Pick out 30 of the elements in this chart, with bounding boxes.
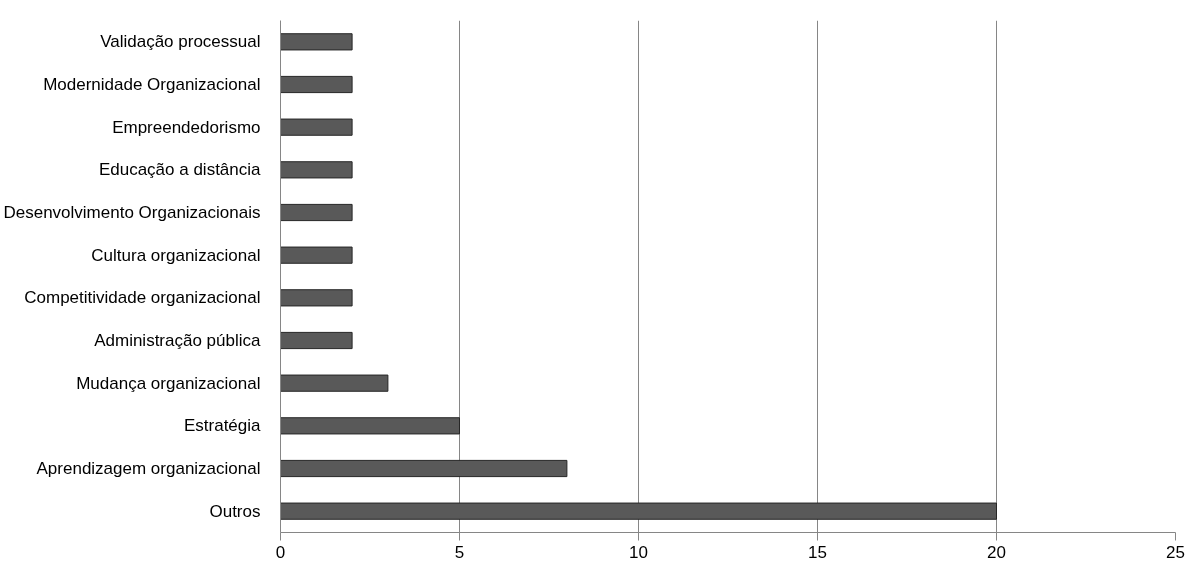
y-tick-label: Validação processual [100,32,261,52]
bar [280,374,389,392]
y-tick-label: Desenvolvimento Organizacionais [3,203,261,222]
x-tick-label: 20 [987,542,1006,562]
y-tick-label: Educação a distância [98,160,262,180]
x-tick-label: 0 [275,542,286,562]
y-tick-label: Outros [209,501,261,521]
bar [280,161,353,179]
x-tick-label: 15 [808,542,827,562]
x-tick-label: 10 [629,542,648,562]
bar [280,118,353,136]
bar [280,331,353,350]
bar [280,502,997,520]
bar [280,459,568,478]
y-tick-label: Modernidade Organizacional [43,75,261,94]
y-tick-label: Competitividade organizacional [24,288,261,308]
y-tick-label: Estratégia [183,416,262,436]
x-tick-label: 25 [1166,542,1185,562]
bar [280,246,353,264]
y-tick-label: Administração pública [94,331,262,350]
y-tick-label: Empreendedorismo [112,117,261,137]
bar [280,417,460,435]
bar [280,203,353,222]
y-tick-label: Mudança organizacional [76,373,261,393]
y-tick-label: Aprendizagem organizacional [36,459,261,478]
bar [280,75,353,94]
bar [280,33,353,51]
x-tick-label: 5 [454,542,465,562]
y-tick-label: Cultura organizacional [91,245,261,265]
bar [280,289,353,307]
